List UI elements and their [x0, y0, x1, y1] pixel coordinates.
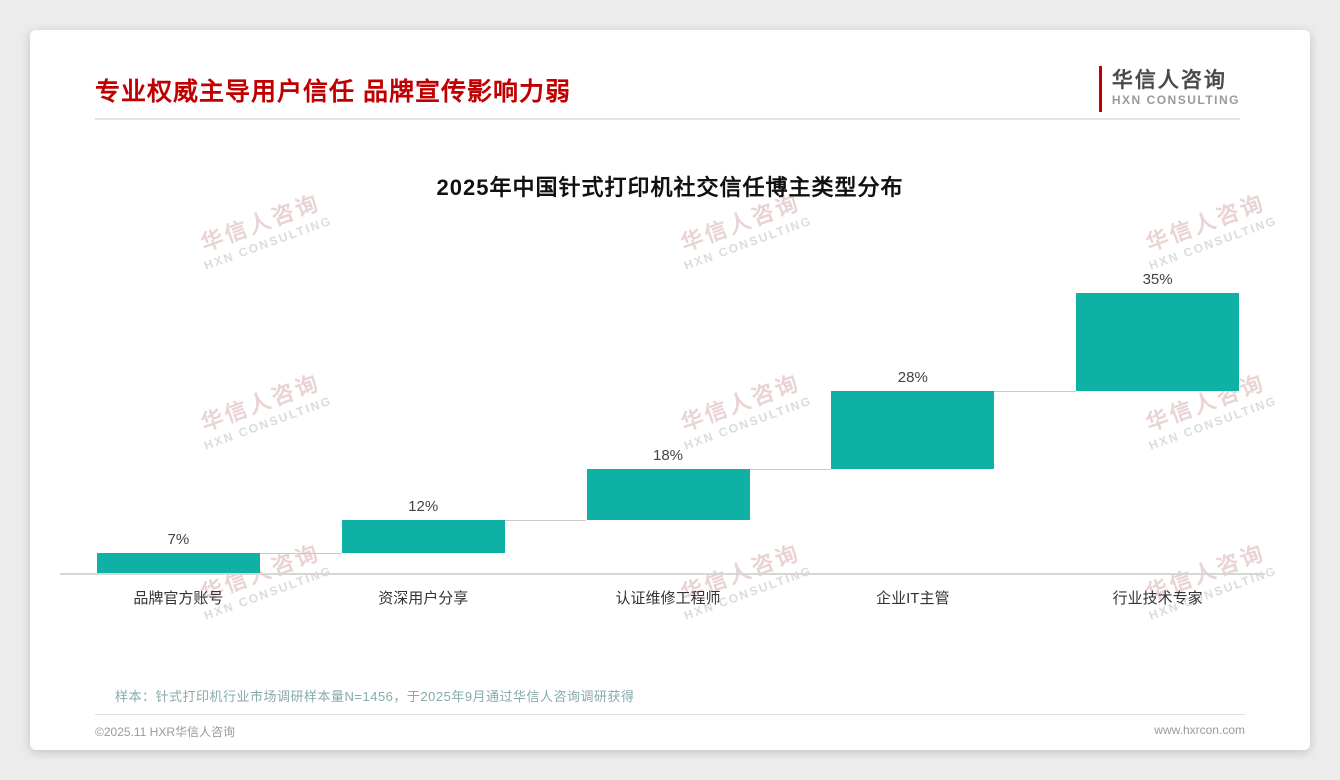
bar-认证维修工程师 — [586, 469, 750, 520]
bar-value-label: 7% — [167, 531, 190, 549]
footer-divider — [95, 714, 1245, 715]
bar-行业技术专家 — [1076, 293, 1240, 391]
category-label: 行业技术专家 — [1112, 590, 1203, 607]
bar-value-label: 12% — [408, 497, 439, 515]
connector-line — [504, 519, 587, 521]
bar-企业IT主管 — [831, 391, 995, 470]
bar-value-label: 28% — [897, 369, 928, 386]
category-label: 资深用户分享 — [378, 590, 469, 607]
logo-accent-bar — [1098, 66, 1102, 112]
title-divider — [95, 118, 1240, 120]
connector-line — [994, 391, 1077, 392]
logo-subtitle: HXN CONSULTING — [1111, 93, 1240, 108]
footer-website: www.hxrcon.com — [1154, 723, 1245, 737]
chart-canvas: 7% 品牌官方账号 12% 资深用户分享 18% 认证维修工程师 28% 企业IT主管 35% 行… — [30, 30, 1310, 750]
x-axis-line — [60, 573, 1265, 575]
slide-card: 华信人咨询 HXN CONSULTING 华信人咨询 HXN CONSULTING 华信… — [30, 30, 1310, 750]
company-logo: 华信人咨询 HXN CONSULTING — [1098, 66, 1240, 112]
chart-title: 2025年中国针式打印机社交信任博主类型分布 — [436, 175, 904, 200]
footer-copyright: ©2025.11 HXR华信人咨询 — [95, 725, 235, 739]
category-label: 认证维修工程师 — [615, 590, 721, 607]
bar-value-label: 35% — [1142, 271, 1173, 288]
category-label: 企业IT主管 — [876, 590, 950, 607]
page-title: 专业权威主导用户信任 品牌宣传影响力弱 — [95, 78, 571, 106]
bar-品牌官方账号 — [96, 553, 260, 573]
connector-line — [749, 469, 832, 471]
bar-资深用户分享 — [341, 519, 505, 554]
sample-note: 样本：针式打印机行业市场调研样本量N=1456，于2025年9月通过华信人咨询调… — [115, 689, 635, 704]
logo-name: 华信人咨询 — [1111, 69, 1227, 93]
bar-value-label: 18% — [652, 447, 684, 465]
connector-line — [259, 553, 342, 555]
category-label: 品牌官方账号 — [133, 590, 224, 607]
